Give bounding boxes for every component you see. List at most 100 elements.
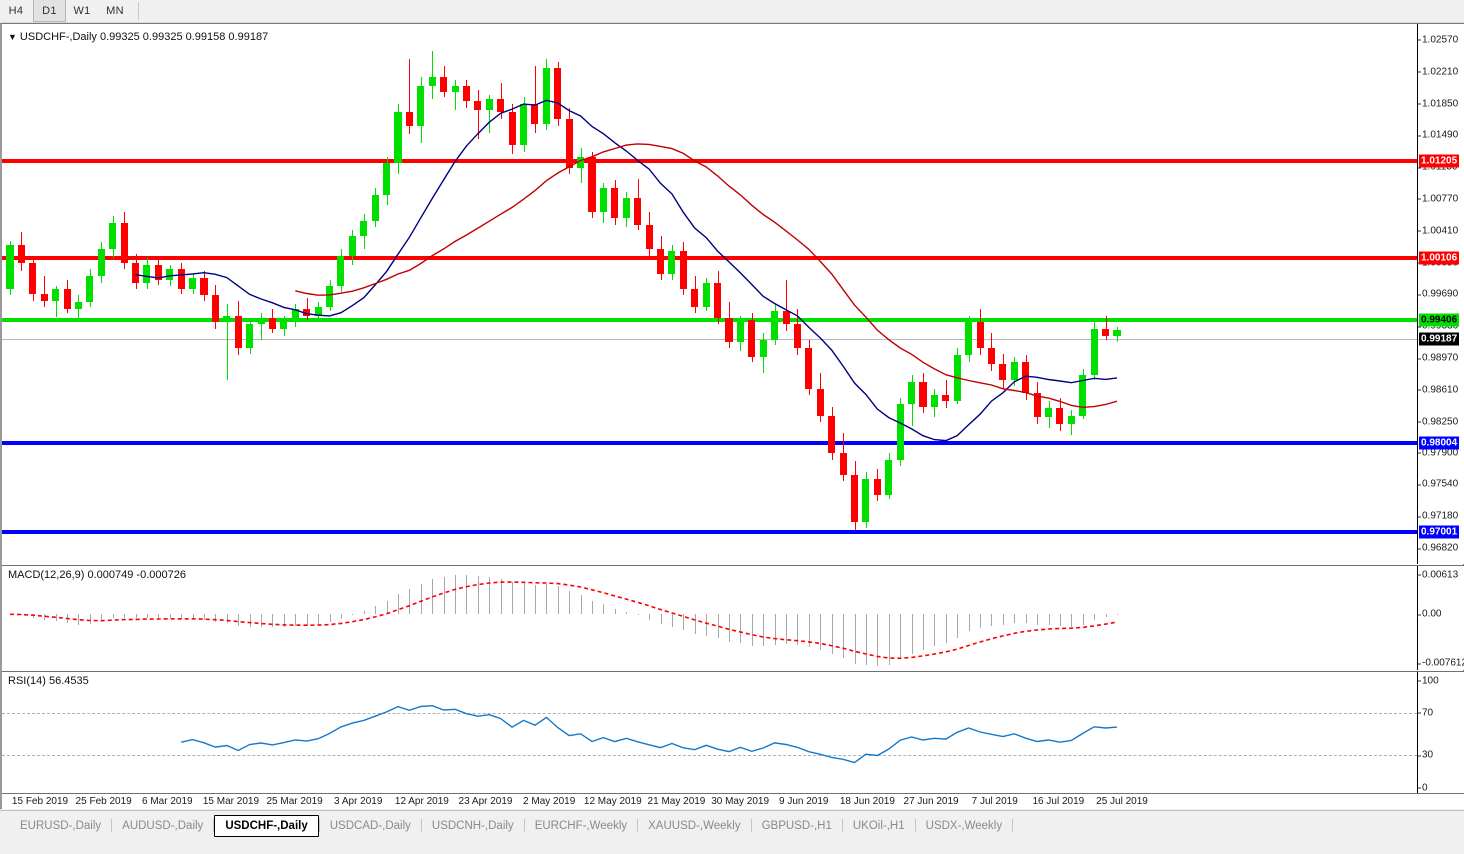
macd-histogram-bar (729, 614, 730, 642)
timeframe-button-h4[interactable]: H4 (8, 5, 24, 17)
symbol-tab-ukoil[interactable]: UKOil-,H1 (852, 819, 905, 832)
candle-body (588, 156, 596, 213)
symbol-tab-xauusd[interactable]: XAUUSD-,Weekly (648, 819, 741, 832)
macd-histogram-bar (877, 614, 878, 667)
rsi-axis[interactable]: 100 70 30 0 (1417, 672, 1464, 793)
price-level-tag-support-1[interactable]: 0.98004 (1419, 436, 1460, 450)
symbol-tab-gbpusd[interactable]: GBPUSD-,H1 (761, 819, 832, 832)
candle-body (177, 268, 185, 290)
price-axis-tick: 0.99330 (1417, 320, 1459, 332)
level-line-resistance-1[interactable] (2, 158, 1417, 163)
macd-histogram-bar (752, 614, 753, 646)
price-level-tag-support-2[interactable]: 0.97001 (1419, 525, 1460, 539)
macd-histogram-bar (387, 600, 388, 615)
candle-body (634, 198, 642, 225)
macd-histogram-bar (181, 614, 182, 619)
macd-histogram-bar (250, 614, 251, 627)
price-axis-tick: 0.97180 (1417, 510, 1459, 522)
macd-histogram-bar (626, 611, 627, 615)
level-line-support-1[interactable] (2, 441, 1417, 446)
symbol-tab-eurchf[interactable]: EURCHF-,Weekly (534, 819, 628, 832)
candle-body (314, 306, 322, 316)
date-axis-label: 12 Apr 2019 (394, 796, 449, 807)
timeframe-button-d1[interactable]: D1 (33, 0, 66, 22)
macd-histogram-bar (352, 614, 353, 616)
level-line-resistance-2[interactable] (2, 255, 1417, 260)
candle-body (862, 479, 870, 522)
date-axis-label: 25 Jul 2019 (1096, 796, 1148, 807)
price-level-tag-resistance-2[interactable]: 1.00106 (1419, 251, 1460, 265)
timeframe-button-mn[interactable]: MN (106, 5, 124, 17)
macd-axis[interactable]: 0.00613 0.00 -0.007612 (1417, 566, 1464, 670)
symbol-tab-usdx[interactable]: USDX-,Weekly (925, 819, 1003, 832)
symbol-tab-eurusd[interactable]: EURUSD-,Daily (20, 819, 102, 832)
price-axis-tick: 1.01130 (1417, 161, 1458, 173)
macd-histogram-bar (193, 614, 194, 619)
candle-body (154, 265, 162, 281)
macd-histogram-bar (1026, 614, 1027, 624)
candle-wick (946, 380, 947, 409)
macd-histogram-bar (820, 614, 821, 650)
symbol-tab-usdcad[interactable]: USDCAD-,Daily (329, 819, 411, 832)
macd-pane[interactable]: MACD(12,26,9) 0.000749 -0.000726 0.00613… (2, 565, 1464, 670)
candle-wick (432, 50, 433, 100)
candle-body (725, 318, 733, 343)
candle-wick (786, 280, 787, 331)
price-pane[interactable]: ▼ USDCHF-,Daily 0.99325 0.99325 0.99158 0… (2, 24, 1464, 564)
candle-body (120, 222, 128, 263)
candle-body (1113, 329, 1121, 336)
level-line-support-2[interactable] (2, 530, 1417, 535)
candle-wick (307, 297, 308, 321)
symbol-tab-audusd[interactable]: AUDUSD-,Daily (122, 819, 204, 832)
candle-body (748, 320, 756, 358)
macd-histogram-bar (284, 614, 285, 628)
macd-histogram-bar (718, 614, 719, 639)
moving-average-overlay (135, 99, 1118, 442)
price-level-tag-pivot-green[interactable]: 0.99406 (1419, 313, 1460, 327)
candle-body (246, 324, 254, 349)
symbol-tab-usdcnh[interactable]: USDCNH-,Daily (431, 819, 514, 832)
date-axis-label: 6 Mar 2019 (141, 796, 193, 807)
price-level-tag-resistance-1[interactable]: 1.01205 (1419, 154, 1460, 168)
macd-histogram-bar (318, 614, 319, 625)
macd-histogram-bar (638, 614, 639, 616)
macd-histogram-bar (809, 614, 810, 647)
date-axis-label: 21 May 2019 (647, 796, 706, 807)
rsi-line (181, 704, 1118, 764)
price-plot-area[interactable] (2, 24, 1417, 564)
date-axis-label: 25 Mar 2019 (266, 796, 323, 807)
candle-wick (227, 304, 228, 381)
rsi-pane[interactable]: RSI(14) 56.4535 100 70 30 0 (2, 671, 1464, 793)
rsi-plot-area[interactable] (2, 672, 1417, 793)
candle-wick (261, 313, 262, 340)
date-axis-label: 2 May 2019 (523, 796, 576, 807)
price-axis-tick: 1.00410 (1417, 225, 1459, 237)
date-axis[interactable]: 15 Feb 2019 25 Feb 2019 6 Mar 2019 15 Mar 2… (2, 793, 1464, 809)
price-pane-label: ▼ USDCHF-,Daily 0.99325 0.99325 0.99158 0… (8, 31, 268, 43)
candle-body (805, 348, 813, 389)
date-axis-label: 7 Jul 2019 (971, 796, 1018, 807)
macd-histogram-bar (603, 604, 604, 615)
macd-histogram-bar (569, 591, 570, 615)
symbol-tab-usdchf[interactable]: USDCHF-,Daily (214, 815, 319, 837)
candle-body (645, 224, 653, 250)
date-axis-label: 15 Feb 2019 (11, 796, 69, 807)
macd-histogram-bar (113, 614, 114, 618)
tab-divider (750, 819, 752, 832)
candle-body (291, 309, 299, 321)
rsi-axis-tick: 0 (1418, 782, 1428, 794)
candle-body (63, 289, 71, 310)
candle-body (268, 318, 276, 329)
candle-body (474, 100, 482, 110)
macd-histogram-bar (489, 576, 490, 615)
macd-plot-area[interactable] (2, 566, 1417, 670)
timeframe-button-w1[interactable]: W1 (73, 5, 91, 17)
price-axis[interactable]: 1.02570 1.02210 1.01850 1.01490 1.01130 1.007… (1417, 24, 1464, 564)
macd-histogram-bar (136, 614, 137, 619)
candle-body (976, 321, 984, 349)
collapse-arrow-icon[interactable]: ▼ (8, 32, 17, 42)
candle-body (554, 68, 562, 119)
level-line-pivot-green[interactable] (2, 317, 1417, 322)
macd-histogram-bar (524, 582, 525, 615)
candle-body (440, 77, 448, 93)
